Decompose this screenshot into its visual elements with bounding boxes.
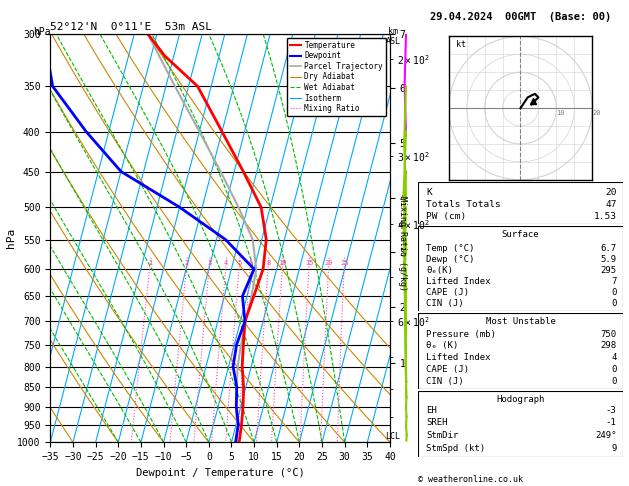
Text: 298: 298 — [601, 342, 616, 350]
Text: Mixing Ratio (g/kg): Mixing Ratio (g/kg) — [398, 195, 407, 291]
Text: θₑ(K): θₑ(K) — [426, 266, 454, 275]
Text: kt: kt — [456, 40, 466, 49]
Text: 20: 20 — [592, 110, 601, 116]
Text: Most Unstable: Most Unstable — [486, 317, 555, 326]
Text: PW (cm): PW (cm) — [426, 212, 467, 221]
Text: StmDir: StmDir — [426, 431, 459, 440]
Text: Totals Totals: Totals Totals — [426, 200, 501, 208]
Text: 47: 47 — [605, 200, 616, 208]
Text: CIN (J): CIN (J) — [426, 377, 464, 386]
Text: K: K — [426, 188, 432, 197]
Text: Dewp (°C): Dewp (°C) — [426, 255, 475, 264]
Text: 295: 295 — [601, 266, 616, 275]
Text: SREH: SREH — [426, 418, 448, 427]
Text: hPa: hPa — [33, 27, 50, 37]
Text: 5.9: 5.9 — [601, 255, 616, 264]
Text: -1: -1 — [606, 418, 616, 427]
Text: 10: 10 — [556, 110, 565, 116]
Text: 0: 0 — [611, 299, 616, 309]
Text: Hodograph: Hodograph — [496, 395, 545, 403]
Text: 7: 7 — [611, 278, 616, 286]
Text: EH: EH — [426, 406, 437, 415]
Text: 20: 20 — [605, 188, 616, 197]
Text: 9: 9 — [611, 444, 616, 453]
Text: Lifted Index: Lifted Index — [426, 278, 491, 286]
Text: 29.04.2024  00GMT  (Base: 00): 29.04.2024 00GMT (Base: 00) — [430, 12, 611, 22]
Text: 15: 15 — [305, 260, 313, 266]
Text: 8: 8 — [266, 260, 270, 266]
Text: CAPE (J): CAPE (J) — [426, 288, 469, 297]
Text: 1: 1 — [148, 260, 152, 266]
Text: 3: 3 — [208, 260, 211, 266]
Text: 6: 6 — [248, 260, 253, 266]
Text: 750: 750 — [601, 330, 616, 339]
Text: Lifted Index: Lifted Index — [426, 353, 491, 362]
Text: 0: 0 — [611, 365, 616, 374]
Text: CIN (J): CIN (J) — [426, 299, 464, 309]
Legend: Temperature, Dewpoint, Parcel Trajectory, Dry Adiabat, Wet Adiabat, Isotherm, Mi: Temperature, Dewpoint, Parcel Trajectory… — [287, 38, 386, 116]
Text: 2: 2 — [185, 260, 189, 266]
Text: LCL: LCL — [386, 432, 401, 441]
Text: 0: 0 — [611, 288, 616, 297]
Text: 20: 20 — [325, 260, 333, 266]
Text: CAPE (J): CAPE (J) — [426, 365, 469, 374]
X-axis label: Dewpoint / Temperature (°C): Dewpoint / Temperature (°C) — [136, 468, 304, 478]
Text: 0: 0 — [611, 377, 616, 386]
Text: Pressure (mb): Pressure (mb) — [426, 330, 496, 339]
Text: θₑ (K): θₑ (K) — [426, 342, 459, 350]
Text: km
ASL: km ASL — [386, 27, 401, 46]
Text: 4: 4 — [611, 353, 616, 362]
Text: 6.7: 6.7 — [601, 244, 616, 253]
Text: 5: 5 — [237, 260, 242, 266]
Text: Surface: Surface — [502, 230, 539, 239]
Text: 249°: 249° — [595, 431, 616, 440]
Text: 52°12'N  0°11'E  53m ASL: 52°12'N 0°11'E 53m ASL — [50, 22, 213, 32]
Text: -3: -3 — [606, 406, 616, 415]
Text: 4: 4 — [224, 260, 228, 266]
Text: 1.53: 1.53 — [594, 212, 616, 221]
Text: StmSpd (kt): StmSpd (kt) — [426, 444, 486, 453]
Y-axis label: hPa: hPa — [6, 228, 16, 248]
Text: 10: 10 — [279, 260, 287, 266]
Text: 25: 25 — [340, 260, 348, 266]
Text: © weatheronline.co.uk: © weatheronline.co.uk — [418, 474, 523, 484]
Text: Temp (°C): Temp (°C) — [426, 244, 475, 253]
